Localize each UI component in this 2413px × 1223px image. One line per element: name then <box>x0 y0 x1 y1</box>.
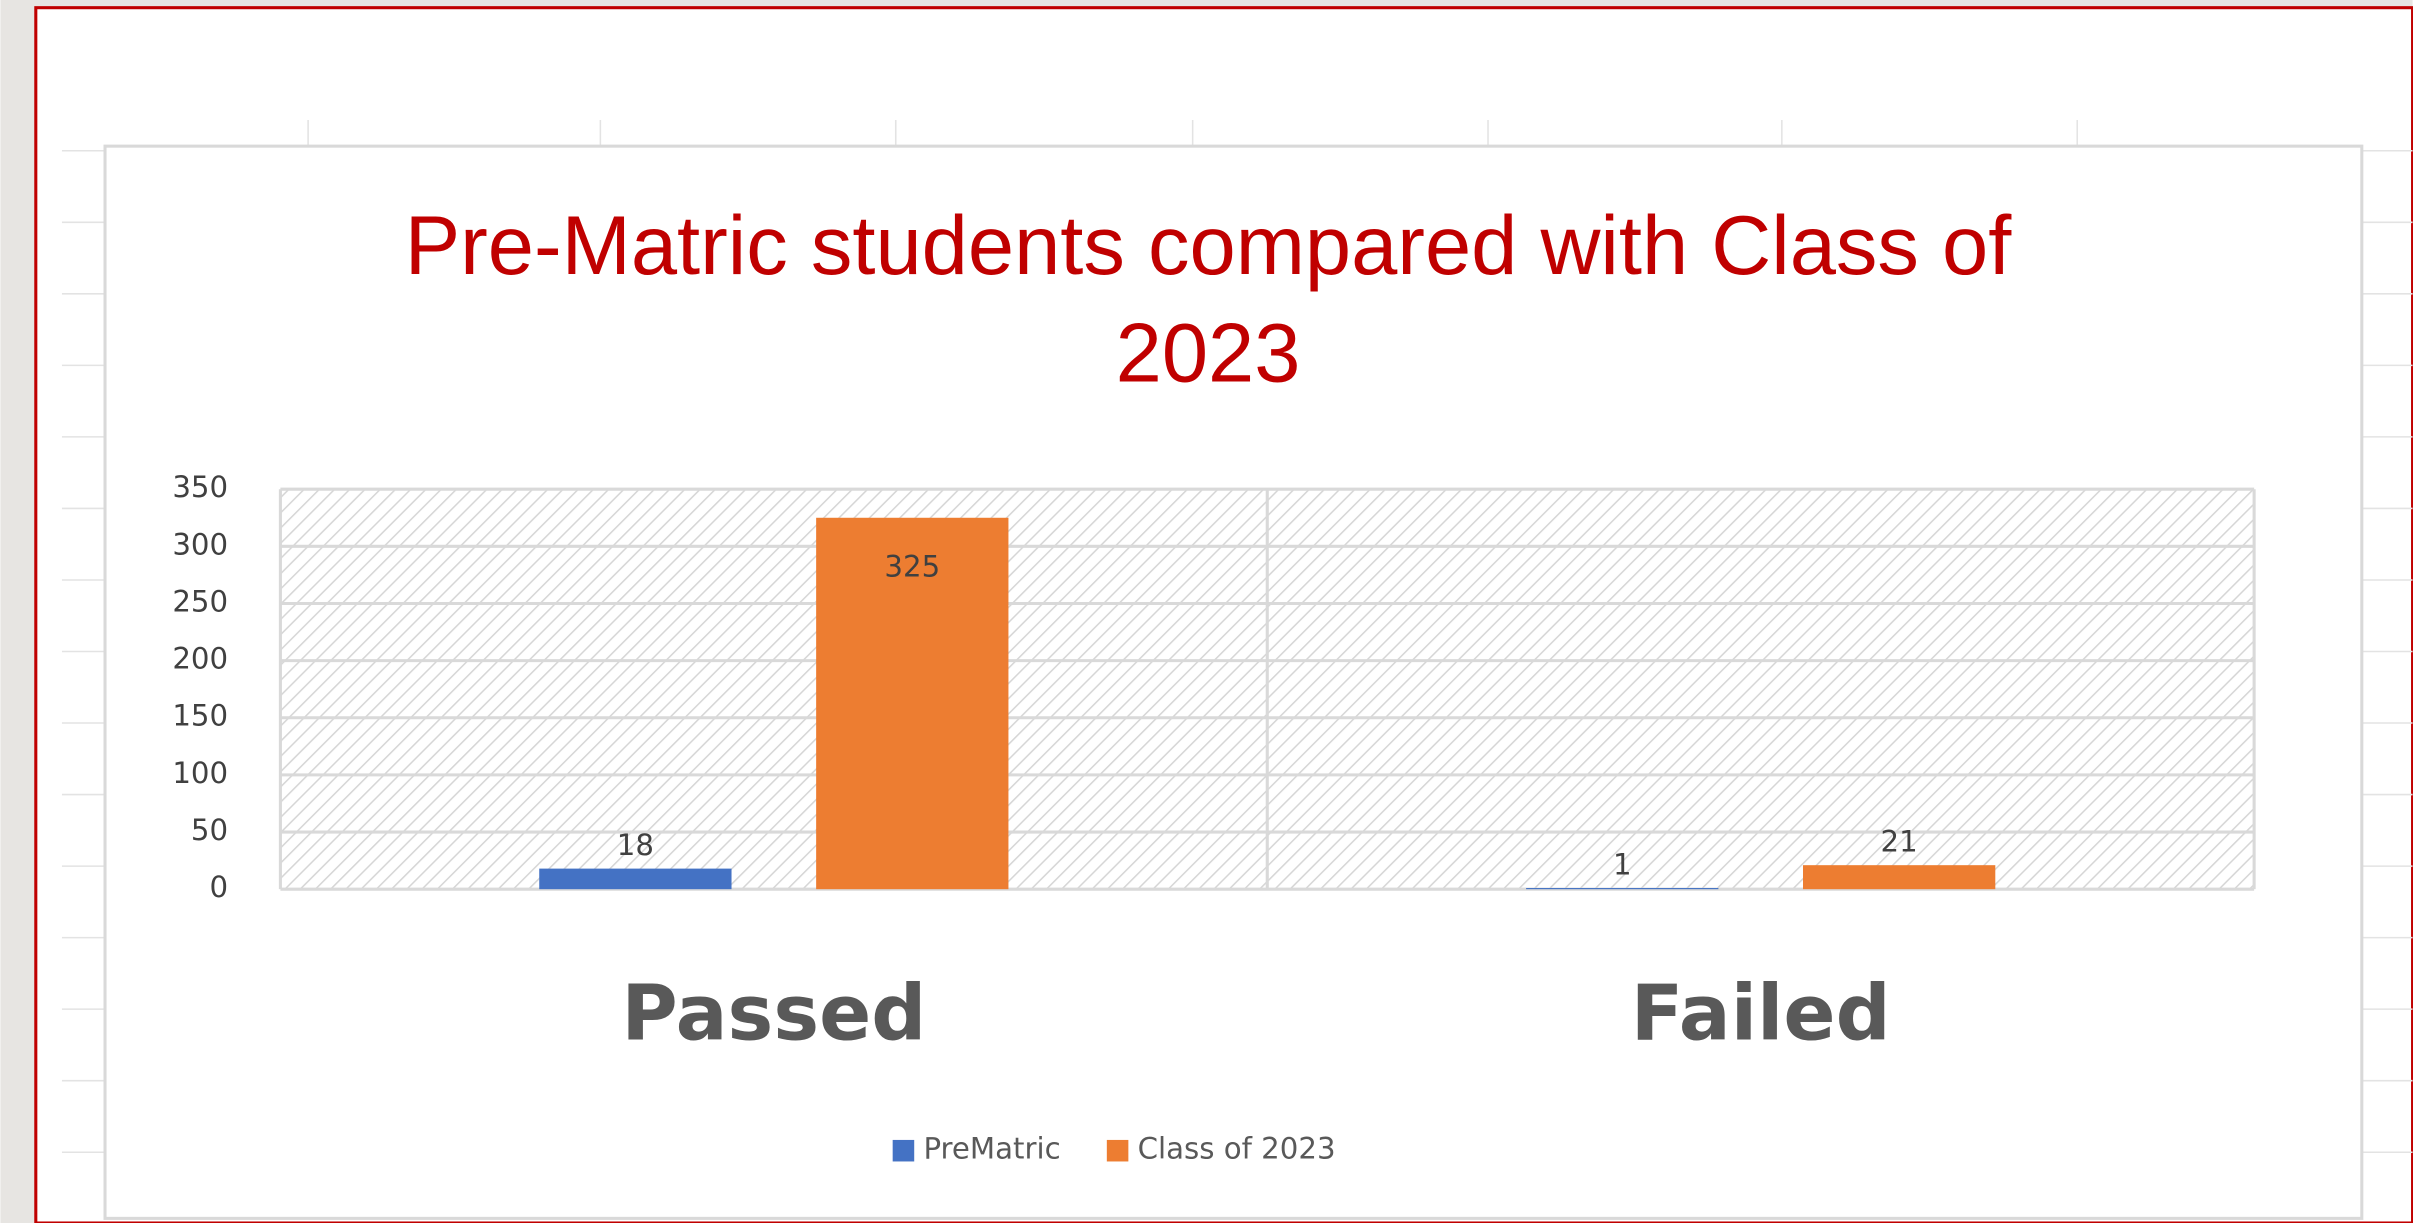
y-tick-label: 350 <box>172 470 228 504</box>
data-label: 18 <box>617 828 654 862</box>
legend-swatch <box>892 1139 915 1162</box>
y-tick-label: 50 <box>191 813 228 847</box>
legend-label: PreMatric <box>923 1132 1060 1166</box>
y-tick-label: 100 <box>172 756 228 790</box>
bar <box>1526 888 1719 890</box>
data-label: 325 <box>884 550 940 584</box>
legend-swatch <box>1106 1139 1129 1162</box>
bar <box>1803 865 1996 890</box>
bar <box>816 517 1009 890</box>
y-tick-label: 0 <box>210 870 229 904</box>
chart-title: Pre-Matric students compared with Class … <box>404 199 2012 401</box>
y-tick-label: 200 <box>172 642 228 676</box>
data-label: 21 <box>1881 825 1918 859</box>
data-label: 1 <box>1613 847 1632 881</box>
legend-label: Class of 2023 <box>1138 1132 1336 1166</box>
category-label: Failed <box>1631 969 1891 1058</box>
bar <box>539 868 732 890</box>
category-label: Passed <box>621 969 926 1058</box>
y-tick-label: 250 <box>172 584 228 618</box>
sheet-grid <box>61 119 2413 1154</box>
y-tick-label: 150 <box>172 699 228 733</box>
title-box: Pre-Matric students compared with Class … <box>404 199 2012 401</box>
y-tick-label: 300 <box>172 527 228 561</box>
